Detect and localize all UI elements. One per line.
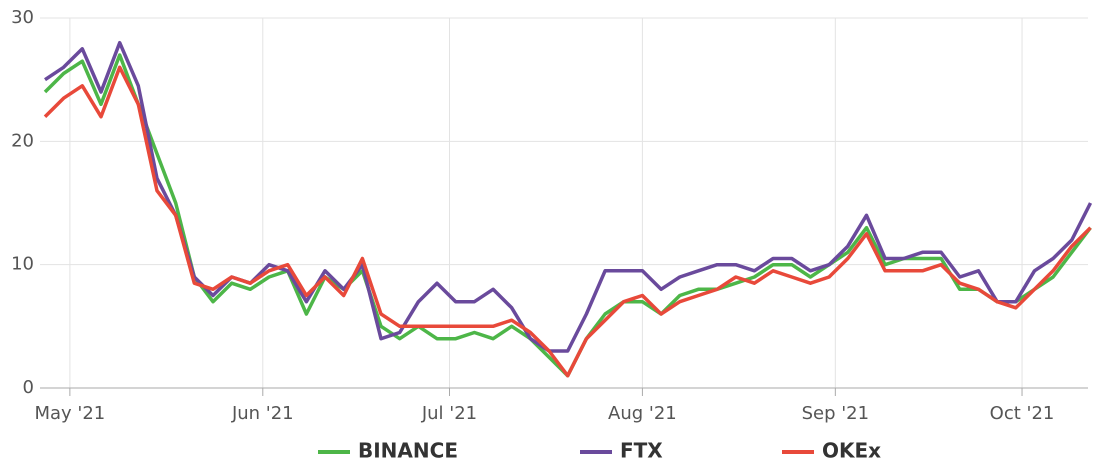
legend-text: OKEx [822, 439, 881, 463]
y-tick-label: 0 [23, 377, 34, 398]
series-line [43, 65, 1092, 378]
x-tick-label: Sep '21 [802, 403, 870, 424]
series-line [44, 40, 1093, 353]
y-tick-label: 20 [11, 130, 34, 151]
x-tick-label: Oct '21 [990, 403, 1055, 424]
x-tick-label: Aug '21 [608, 403, 677, 424]
x-tick-label: Jul '21 [421, 403, 477, 424]
legend-text: FTX [620, 439, 663, 463]
series-line [43, 53, 1092, 378]
x-tick-label: May '21 [34, 403, 105, 424]
legend-text: BINANCE [358, 439, 458, 463]
y-tick-label: 10 [11, 254, 34, 275]
y-tick-label: 30 [11, 7, 34, 28]
x-tick-label: Jun '21 [231, 403, 294, 424]
